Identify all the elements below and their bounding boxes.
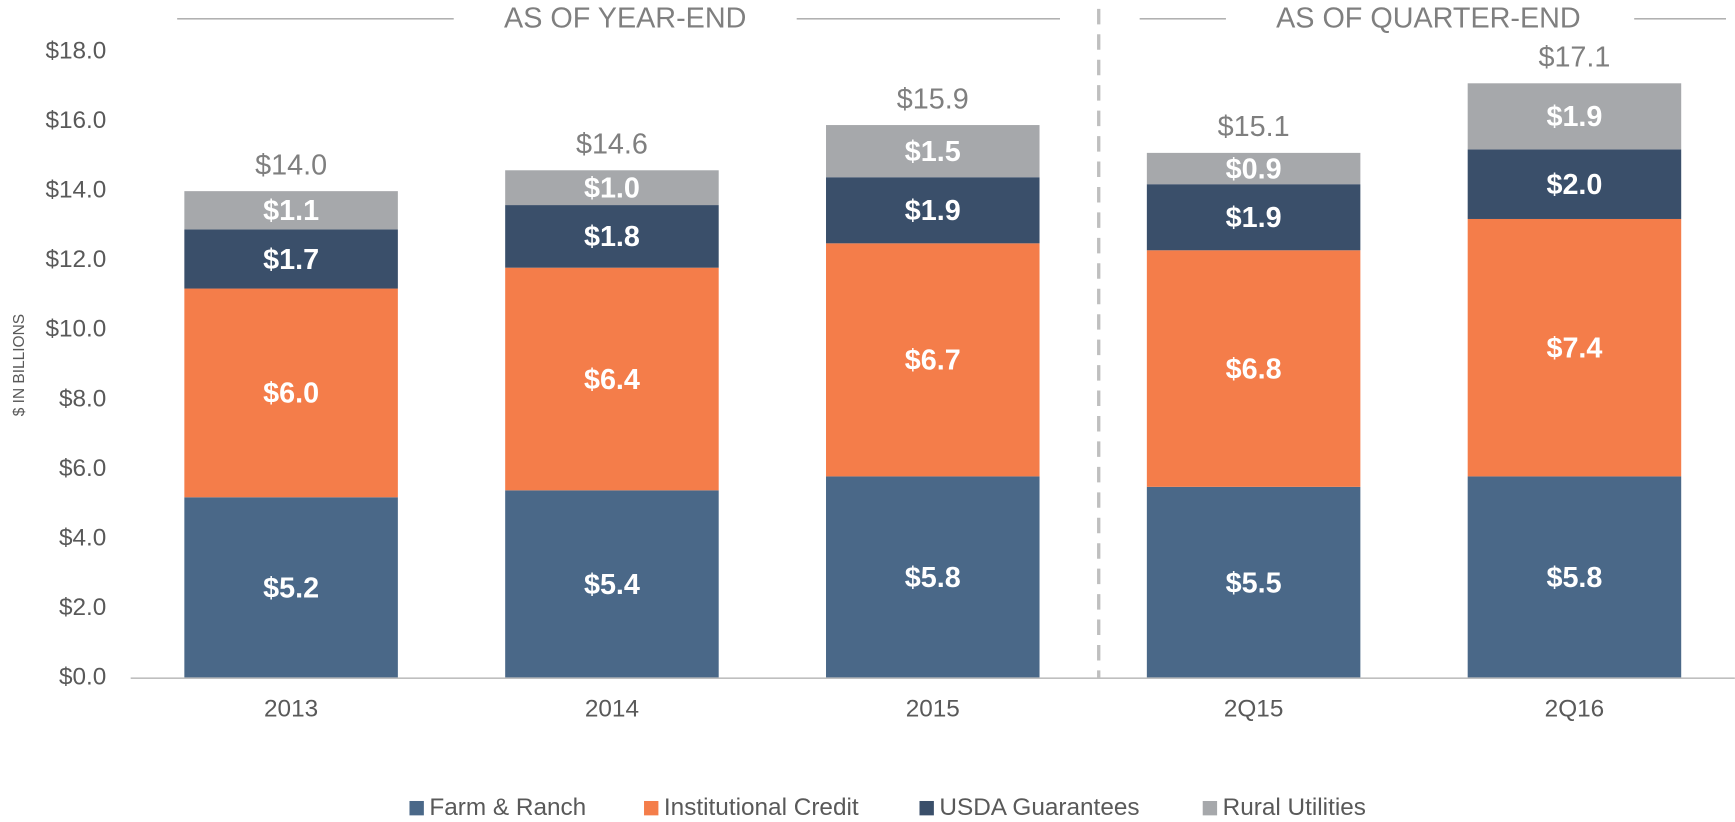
section-header: AS OF YEAR-END (504, 3, 746, 35)
data-label: $6.4 (584, 364, 640, 396)
legend-swatch (919, 800, 934, 816)
total-label: $14.6 (576, 129, 648, 161)
bar-segment (1146, 152, 1361, 185)
x-tick-label: 2013 (264, 696, 318, 723)
data-label: $1.9 (1226, 202, 1282, 234)
data-label: $1.1 (263, 195, 319, 227)
y-tick-label: $6.0 (59, 455, 106, 482)
bar-segment (1467, 476, 1682, 679)
bar-segment (505, 267, 719, 491)
x-tick-label: 2Q16 (1545, 696, 1605, 723)
bar-segment (826, 243, 1040, 477)
bar-segment (1146, 486, 1361, 679)
data-label: $1.7 (263, 244, 319, 276)
legend-label: Farm & Ranch (429, 794, 586, 821)
data-label: $1.8 (584, 221, 640, 253)
bar-segment (1467, 149, 1682, 219)
bar-segment (184, 191, 398, 230)
section-header: AS OF QUARTER-END (1276, 3, 1581, 35)
total-label: $17.1 (1538, 42, 1610, 74)
y-tick-label: $16.0 (45, 107, 106, 134)
x-tick-label: 2Q15 (1224, 696, 1284, 723)
data-label: $7.4 (1546, 333, 1602, 365)
total-label: $14.0 (255, 149, 327, 181)
bar-segment (826, 125, 1040, 178)
y-tick-label: $4.0 (59, 524, 106, 551)
x-tick-label: 2014 (585, 696, 639, 723)
bar-segment (505, 170, 719, 206)
bar-segment (826, 476, 1040, 679)
legend-label: Institutional Credit (664, 794, 859, 821)
data-label: $0.9 (1226, 153, 1282, 185)
bar-segment (184, 229, 398, 289)
y-tick-label: $12.0 (45, 246, 106, 273)
legend-label: USDA Guarantees (939, 794, 1139, 821)
y-axis-label: $ IN BILLIONS (11, 314, 28, 416)
data-label: $1.0 (584, 172, 640, 204)
bar-segment (184, 497, 398, 679)
bar-segment (505, 490, 719, 679)
bar-segment (826, 177, 1040, 244)
y-tick-label: $0.0 (59, 664, 106, 691)
y-tick-label: $8.0 (59, 385, 106, 412)
data-label: $5.5 (1226, 567, 1282, 599)
bar-segment (1467, 83, 1682, 150)
legend-swatch (644, 800, 659, 816)
bar-segment (184, 288, 398, 498)
y-tick-label: $14.0 (45, 177, 106, 204)
data-label: $5.2 (263, 573, 319, 605)
data-label: $5.8 (1546, 562, 1602, 594)
bar-segment (505, 205, 719, 268)
data-label: $2.0 (1546, 169, 1602, 201)
data-label: $1.9 (1546, 101, 1602, 133)
y-tick-label: $2.0 (59, 594, 106, 621)
data-label: $1.5 (905, 136, 961, 168)
data-label: $6.0 (263, 378, 319, 410)
data-label: $1.9 (905, 195, 961, 227)
legend-swatch (1202, 800, 1218, 816)
y-tick-label: $18.0 (45, 37, 106, 64)
bar-segment (1467, 218, 1682, 477)
bar-segment (1146, 250, 1361, 487)
total-label: $15.1 (1218, 111, 1290, 143)
data-label: $5.8 (905, 562, 961, 594)
legend-swatch (409, 800, 424, 816)
data-label: $6.8 (1226, 353, 1282, 385)
bar-segment (1146, 184, 1361, 251)
total-label: $15.9 (897, 83, 969, 115)
x-tick-label: 2015 (906, 696, 960, 723)
data-label: $5.4 (584, 569, 640, 601)
data-label: $6.7 (905, 345, 961, 377)
y-tick-label: $10.0 (45, 316, 106, 343)
legend-label: Rural Utilities (1223, 794, 1366, 821)
